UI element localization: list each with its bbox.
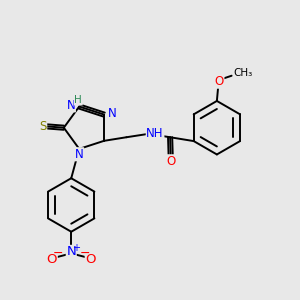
Text: NH: NH [146,127,164,140]
Text: N: N [67,99,75,112]
Text: +: + [72,243,80,253]
Text: N: N [66,245,76,258]
Text: N: N [75,148,84,161]
Text: S: S [39,120,47,133]
Text: O: O [214,75,224,88]
Text: CH₃: CH₃ [233,68,253,78]
Text: N: N [108,107,117,120]
Text: O: O [47,253,57,266]
Text: H: H [74,95,82,105]
Text: −: − [80,247,90,260]
Text: −: − [52,247,63,260]
Text: O: O [85,253,96,266]
Text: O: O [166,155,175,168]
